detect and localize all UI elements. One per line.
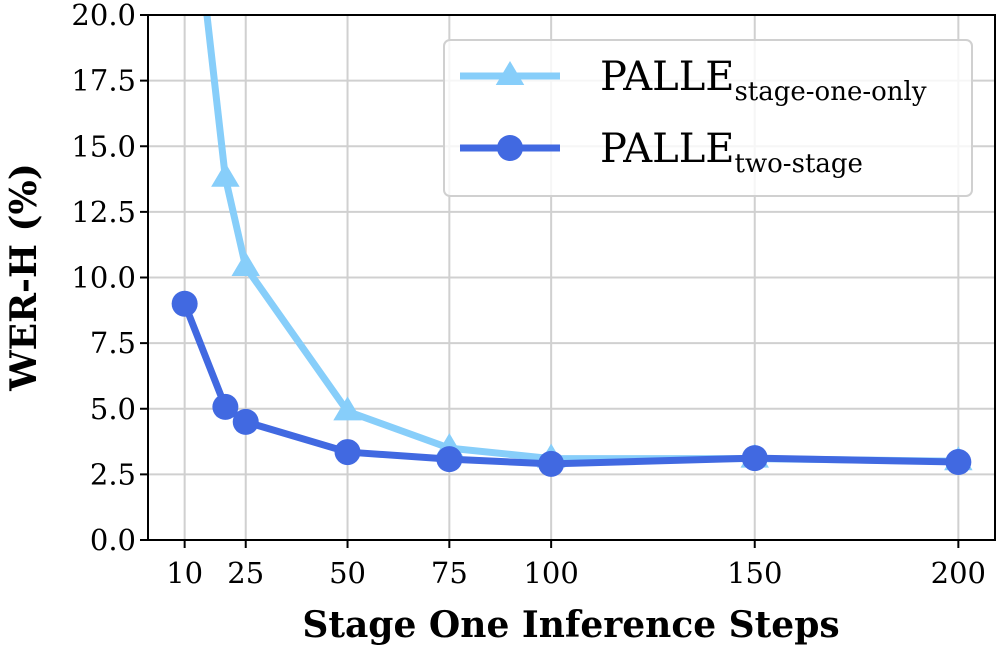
legend-label-main: PALLE <box>600 126 734 172</box>
legend-item-stage-one-only: PALLEstage-one-only <box>460 54 927 107</box>
series-line-two-stage <box>181 302 959 468</box>
legend-label-main: PALLE <box>600 54 734 100</box>
data-point-two-stage <box>945 449 972 476</box>
y-tick-label: 7.5 <box>90 326 136 360</box>
legend-marker-stage-one-only <box>495 61 525 85</box>
y-tick-label: 17.5 <box>71 64 136 98</box>
x-tick-label: 150 <box>727 556 782 590</box>
legend-label-two-stage: PALLEtwo-stage <box>600 126 863 179</box>
legend-item-two-stage: PALLEtwo-stage <box>460 126 863 179</box>
legend-marker-two-stage <box>497 135 523 161</box>
data-point-two-stage <box>171 290 198 317</box>
data-point-stage-one-only <box>211 162 240 187</box>
x-axis-label: Stage One Inference Steps <box>302 604 839 646</box>
legend-label-subscript: two-stage <box>734 149 862 179</box>
y-tick-label: 5.0 <box>90 392 136 426</box>
ticks: 10 25 50 75 100 150 200 0.0 2.5 5.0 7.5 10.0 12.5 15.… <box>71 0 986 590</box>
data-point-two-stage <box>538 450 565 477</box>
x-tick-label: 200 <box>931 556 986 590</box>
data-point-stage-one-only <box>231 252 260 276</box>
data-point-two-stage <box>436 446 463 473</box>
y-axis-label: WER-H (%) <box>3 163 45 392</box>
x-tick-label: 75 <box>431 556 468 590</box>
data-point-two-stage <box>334 439 361 466</box>
legend-label-stage-one-only: PALLEstage-one-only <box>600 54 927 107</box>
x-tick-label: 100 <box>523 556 578 590</box>
data-point-two-stage <box>741 445 768 472</box>
legend-box <box>443 39 973 197</box>
series-lines <box>171 15 973 477</box>
legend-label-subscript: stage-one-only <box>734 77 926 107</box>
y-tick-label: 0.0 <box>90 523 136 557</box>
series-two-stage <box>171 290 972 477</box>
data-point-two-stage <box>212 393 239 420</box>
y-tick-label: 10.0 <box>71 261 136 295</box>
y-tick-label: 12.5 <box>71 195 136 229</box>
data-point-two-stage <box>232 408 259 435</box>
x-tick-label: 50 <box>329 556 366 590</box>
y-tick-label: 20.0 <box>71 0 136 32</box>
x-tick-label: 10 <box>166 556 203 590</box>
y-tick-label: 15.0 <box>71 129 136 163</box>
y-tick-label: 2.5 <box>90 457 136 491</box>
x-tick-label: 25 <box>227 556 264 590</box>
data-point-stage-one-only <box>333 396 362 421</box>
